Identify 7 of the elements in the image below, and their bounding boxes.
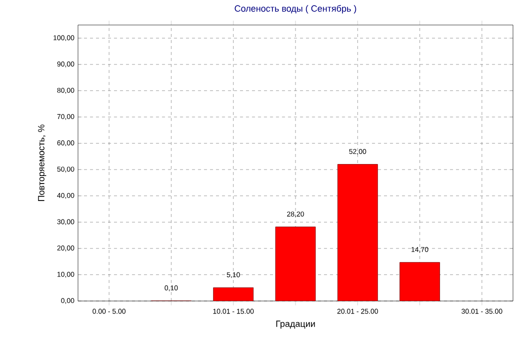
bar xyxy=(400,262,440,301)
x-axis-title: Градации xyxy=(276,320,315,329)
y-axis-title: Повторяемость, % xyxy=(38,124,46,201)
bar xyxy=(337,164,378,301)
bar xyxy=(275,226,316,301)
chart-title: Соленость воды ( Сентябрь ) xyxy=(234,4,356,14)
bar xyxy=(213,287,254,301)
